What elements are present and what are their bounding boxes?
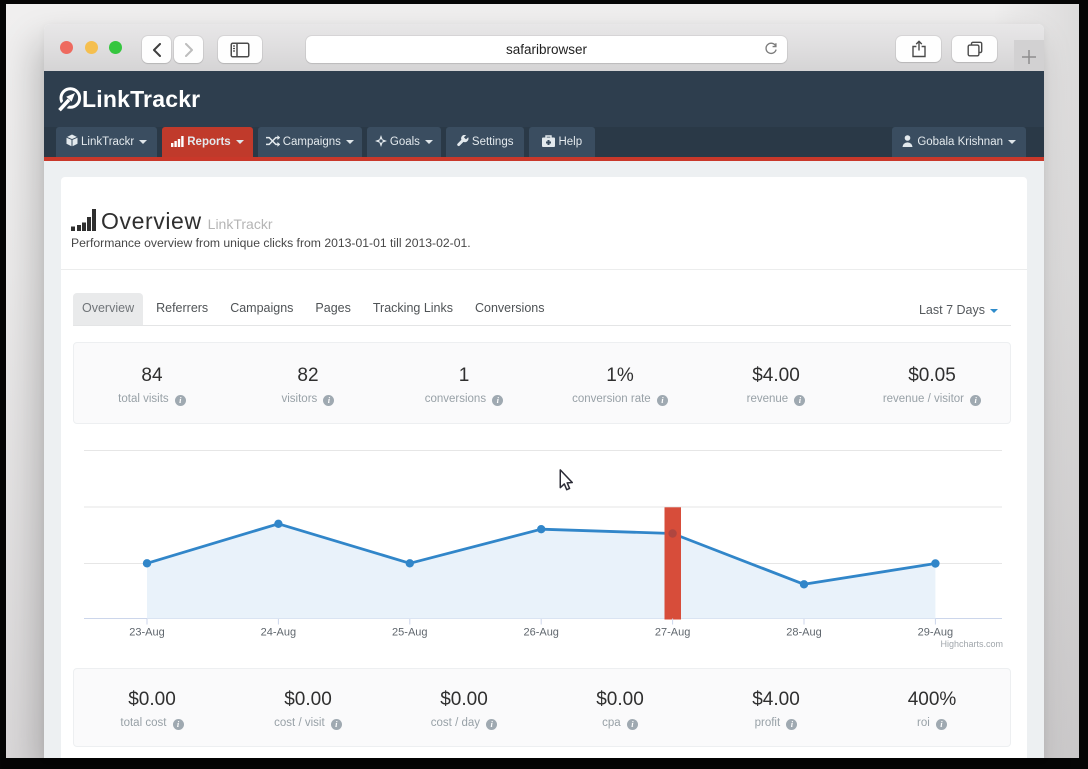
svg-text:23-Aug: 23-Aug <box>129 627 164 639</box>
svg-text:Highcharts.com: Highcharts.com <box>940 639 1003 649</box>
svg-text:26-Aug: 26-Aug <box>523 627 558 639</box>
svg-text:27-Aug: 27-Aug <box>655 627 690 639</box>
svg-text:28-Aug: 28-Aug <box>786 627 821 639</box>
svg-text:29-Aug: 29-Aug <box>918 627 953 639</box>
svg-text:24-Aug: 24-Aug <box>261 627 296 639</box>
svg-text:25-Aug: 25-Aug <box>392 627 427 639</box>
